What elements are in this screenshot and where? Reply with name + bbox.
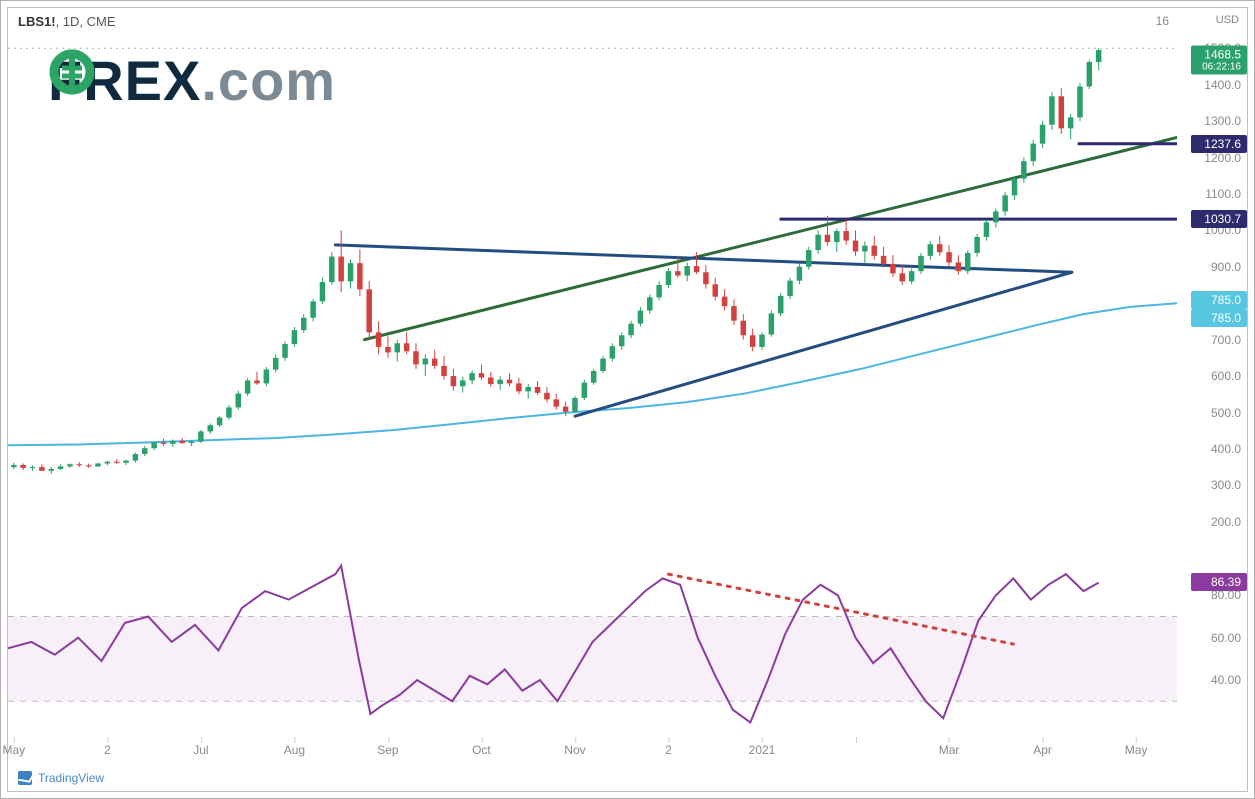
symbol: LBS1! [18,14,56,29]
interval: 1D [63,14,80,29]
x-tick: Apr [1033,743,1052,757]
x-tick: Aug [284,743,305,757]
last-price-label: 1468.506:22:16 [1191,45,1247,74]
x-tick: Jul [193,743,208,757]
sma-label: 785.0 [1191,309,1247,327]
symbol-header: LBS1!, 1D, CME [18,14,116,29]
chart-frame: LBS1!, 1D, CME 16 USD F REX.com 200.0300… [0,0,1255,799]
x-tick: 2 [665,743,672,757]
x-tick: May [3,743,26,757]
price-ytick: 1400.0 [1204,78,1241,92]
price-ytick: 1300.0 [1204,114,1241,128]
price-ytick: 1100.0 [1205,187,1241,201]
price-ytick: 700.0 [1211,333,1241,347]
x-tick: Mar [939,743,960,757]
exchange: CME [87,14,116,29]
level-label: 1030.7 [1191,210,1247,228]
x-tick: 2021 [749,743,776,757]
x-tick: Nov [564,743,585,757]
x-tick: 2 [104,743,111,757]
price-svg [8,30,1177,540]
sma-label: 785.0 [1191,291,1247,309]
level-label: 1237.6 [1191,135,1247,153]
x-tick: Sep [377,743,398,757]
rsi-last-label: 86.39 [1191,573,1247,591]
rsi-y-axis[interactable]: 40.0060.0080.0086.39 [1177,553,1247,733]
tradingview-label: TradingView [38,771,104,785]
rsi-pane[interactable] [8,553,1177,733]
rsi-ytick: 60.00 [1211,631,1241,645]
chart-inner: LBS1!, 1D, CME 16 USD F REX.com 200.0300… [7,7,1248,792]
price-ytick: 500.0 [1211,406,1241,420]
x-tick: Oct [472,743,491,757]
rsi-svg [8,553,1177,733]
price-pane[interactable] [8,30,1177,540]
currency-label: USD [1216,14,1239,26]
top-right-partial-number: 16 [1156,14,1169,28]
price-ytick: 600.0 [1211,369,1241,383]
tradingview-icon [18,771,32,785]
price-ytick: 300.0 [1211,478,1241,492]
time-x-axis[interactable]: May2JulAugSepOctNov22021MarAprMay [8,741,1177,763]
rsi-ytick: 40.00 [1211,673,1241,687]
price-y-axis[interactable]: 200.0300.0400.0500.0600.0700.0800.0900.0… [1177,30,1247,540]
x-tick: May [1125,743,1148,757]
price-ytick: 400.0 [1211,442,1241,456]
price-ytick: 200.0 [1211,515,1241,529]
tradingview-attribution[interactable]: TradingView [18,771,104,785]
price-ytick: 900.0 [1211,260,1241,274]
